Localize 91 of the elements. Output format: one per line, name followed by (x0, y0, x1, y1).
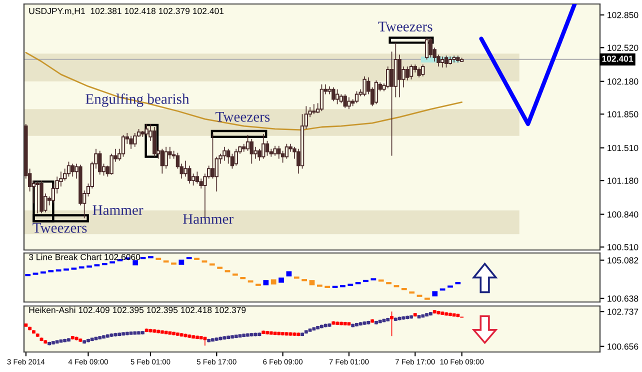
bar (240, 276, 246, 280)
candlestick (406, 66, 410, 81)
bar (40, 271, 46, 274)
candlestick (386, 66, 390, 89)
candlestick (409, 64, 414, 80)
chart-title: 3 Line Break Chart 102.6060 (28, 254, 140, 260)
candlestick (374, 80, 378, 105)
y-tick-label: 102.850 (608, 12, 638, 18)
candlestick (246, 134, 250, 152)
candlestick (129, 136, 133, 150)
annotation: Engulfing bearish (86, 94, 190, 107)
candlestick (390, 51, 394, 156)
candlestick (320, 84, 324, 112)
candlestick (262, 134, 266, 160)
bar (286, 271, 292, 276)
candlestick (417, 67, 421, 78)
annotation: Hammer (182, 214, 234, 224)
bar (25, 274, 31, 276)
bar (432, 291, 438, 296)
chart-title: Heiken-Ashi 102.409 102.395 102.395 102.418 102.379 (29, 306, 246, 314)
annotation: Hammer (92, 205, 144, 215)
candlestick (36, 181, 40, 214)
candlestick (66, 161, 71, 178)
candlestick (152, 126, 156, 158)
candlestick (347, 96, 351, 110)
y-tick-label: 102.737 (608, 308, 638, 315)
bar (309, 280, 315, 286)
annotation: Tweezers (32, 223, 87, 233)
bar (263, 280, 269, 286)
candlestick (284, 143, 289, 160)
candlestick (184, 160, 188, 178)
bar (178, 260, 184, 265)
ref-line-label: 102.401 (602, 56, 634, 62)
bar (270, 279, 276, 284)
candlestick (421, 64, 425, 77)
candlestick (98, 150, 102, 176)
bar (363, 280, 368, 282)
y-tick-label: 100.638 (608, 295, 638, 302)
candlestick (121, 134, 126, 158)
candlestick (265, 140, 270, 156)
y-tick-label: 100.656 (608, 343, 638, 350)
candlestick (444, 55, 448, 68)
candlestick (343, 94, 347, 109)
y-tick-label: 102.520 (608, 44, 638, 51)
candlestick (428, 37, 433, 58)
annotation: Tweezers (378, 22, 432, 32)
candlestick (312, 104, 316, 115)
bar (448, 285, 453, 288)
y-tick-label: 101.180 (608, 178, 638, 184)
candlestick (390, 311, 394, 337)
candlestick (110, 153, 114, 176)
candlestick (164, 146, 168, 170)
y-tick-label: 100.510 (608, 244, 638, 250)
candlestick (440, 56, 444, 68)
candlestick (230, 153, 234, 170)
bar (378, 279, 384, 282)
y-tick-label: 102.180 (608, 78, 638, 85)
bar (278, 278, 284, 283)
candlestick (335, 88, 340, 105)
candlestick (133, 132, 137, 148)
bar (132, 260, 138, 266)
candlestick (354, 90, 359, 104)
bar (209, 263, 215, 266)
candlestick (398, 54, 402, 98)
candlestick (362, 76, 366, 97)
y-tick-label: 105.082 (608, 257, 638, 264)
bar (401, 288, 407, 290)
candlestick (277, 145, 281, 160)
bar (163, 260, 169, 263)
bar (186, 256, 192, 260)
bar (409, 291, 415, 294)
candlestick (273, 145, 277, 156)
candlestick (70, 163, 74, 178)
bar (86, 265, 92, 268)
annotation: Tweezers (216, 112, 270, 122)
candlestick (234, 148, 238, 166)
candlestick (250, 138, 254, 164)
bar (102, 262, 108, 266)
line-series (25, 52, 463, 131)
bar (64, 268, 69, 271)
y-tick-label: 101.850 (608, 111, 638, 118)
candlestick (332, 86, 336, 102)
candlestick (160, 148, 164, 174)
candlestick (222, 146, 226, 162)
candlestick (210, 134, 215, 179)
y-tick-label: 101.510 (608, 144, 638, 152)
chart-title: USDJPY.m,H1 102.381 102.418 102.379 102.401 (29, 8, 224, 16)
candlestick (226, 148, 230, 164)
candlestick (214, 156, 218, 192)
y-tick-label: 100.840 (608, 211, 638, 218)
candlestick (424, 37, 429, 60)
